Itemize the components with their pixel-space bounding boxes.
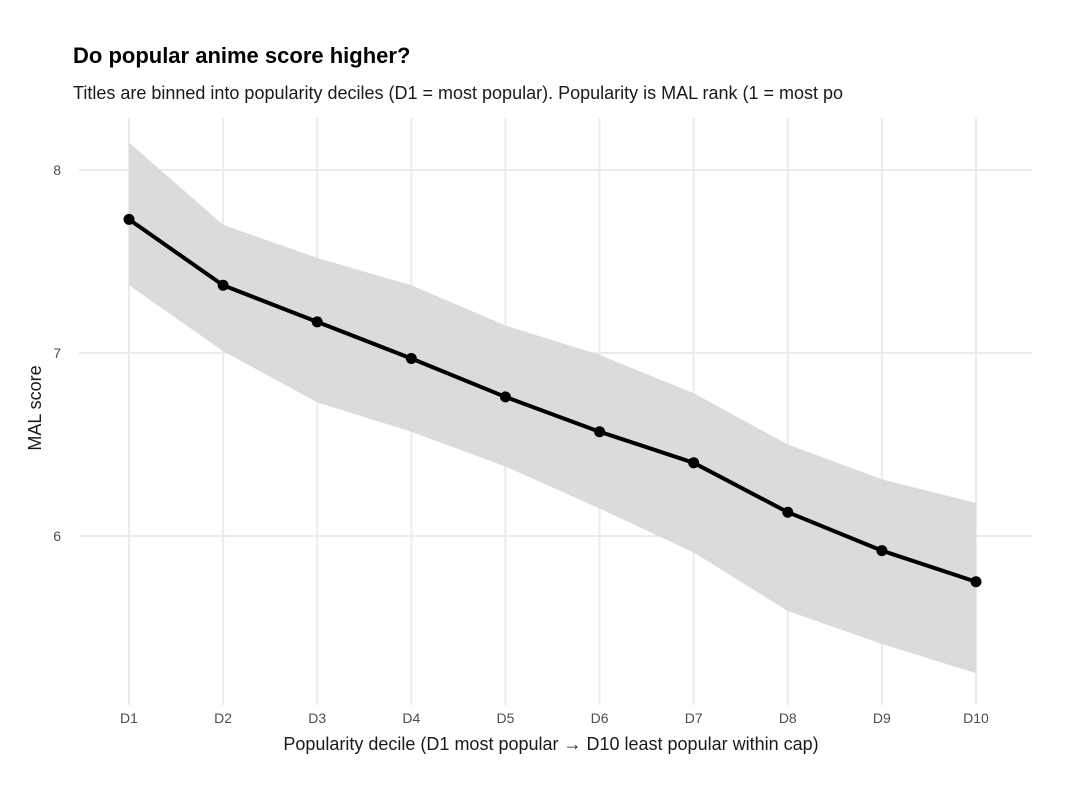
series-points [123,213,982,588]
y-tick-label: 7 [53,345,61,361]
series-lines [127,217,978,584]
y-tick-label: 6 [53,528,61,544]
x-tick-label: D7 [685,710,703,726]
x-tick-label: D5 [496,710,514,726]
data-point [217,279,229,291]
chart-title: Do popular anime score higher? [73,43,410,68]
chart-subtitle: Titles are binned into popularity decile… [73,83,843,103]
x-tick-label: D2 [214,710,232,726]
x-tick-label: D8 [779,710,797,726]
confidence-ribbon [129,142,976,674]
data-point [594,426,606,438]
x-tick-labels: D1 D2 D3 D4 D5 D6 D7 D8 D9 D10 [120,710,989,726]
data-point [782,506,794,518]
data-point [405,352,417,364]
confidence-ribbons [129,142,976,674]
x-tick-label: D1 [120,710,138,726]
y-tick-labels: 6 7 8 [53,162,61,544]
data-point [970,576,982,588]
x-tick-label: D10 [963,710,989,726]
x-tick-label: D6 [591,710,609,726]
data-point [876,545,888,557]
series-line [127,217,978,584]
x-tick-label: D3 [308,710,326,726]
data-point [499,391,511,403]
data-point [123,213,135,225]
data-point [311,316,323,328]
data-point [688,457,700,469]
y-tick-label: 8 [53,162,61,178]
x-tick-label: D9 [873,710,891,726]
x-tick-label: D4 [402,710,420,726]
x-axis-label: Popularity decile (D1 most popular → D10… [283,734,818,754]
y-axis-label: MAL score [25,365,45,450]
